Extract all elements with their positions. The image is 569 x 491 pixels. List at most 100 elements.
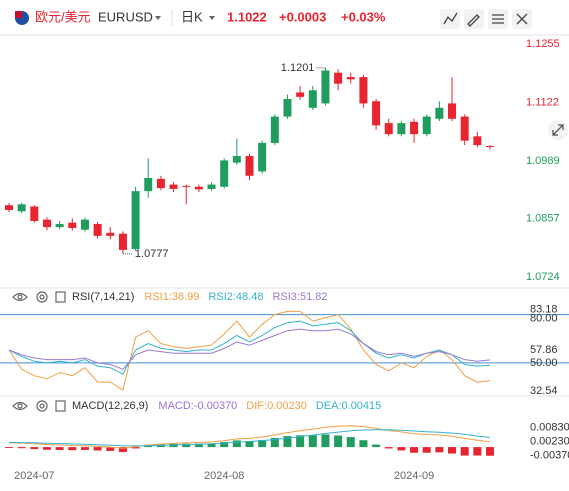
candle-body xyxy=(17,204,26,212)
legend-entry: DIF:0.00230 xyxy=(246,400,307,412)
histogram-bar xyxy=(245,441,254,448)
dropdown-icon[interactable] xyxy=(209,16,215,20)
draw-icon xyxy=(467,14,480,27)
histogram-bar xyxy=(55,447,64,450)
symbol[interactable]: EURUSD xyxy=(98,9,153,24)
histogram-bar xyxy=(321,434,330,448)
period[interactable]: 日K xyxy=(181,9,203,24)
indicator-line xyxy=(8,310,491,392)
candle-body xyxy=(42,219,51,228)
histogram-bar xyxy=(435,447,444,453)
candle-body xyxy=(422,116,431,135)
histogram-bar xyxy=(182,443,191,448)
candle-body xyxy=(182,185,191,187)
y-tick-label: 80.00 xyxy=(530,312,558,324)
candle-body xyxy=(207,184,216,189)
candle-body xyxy=(80,219,89,230)
draw-button[interactable] xyxy=(464,9,484,29)
indicator-line xyxy=(8,425,491,449)
x-tick-label: 2024-07 xyxy=(14,470,54,482)
expand-icon[interactable] xyxy=(55,400,66,412)
histogram-bar xyxy=(144,445,153,448)
candle-body xyxy=(410,121,419,135)
histogram-bar xyxy=(397,447,406,451)
y-tick-label: 1.0857 xyxy=(526,213,560,225)
visibility-icon[interactable] xyxy=(12,401,28,411)
candle-body xyxy=(245,156,254,176)
candle-body xyxy=(435,107,444,119)
settings-icon xyxy=(492,14,504,24)
histogram-bar xyxy=(118,447,127,453)
histogram-bar xyxy=(80,447,89,450)
legend-entry: DEA:0.00415 xyxy=(316,400,381,412)
last-price: 1.1022 xyxy=(227,9,267,24)
histogram-bar xyxy=(460,447,469,456)
histogram-bar xyxy=(410,447,419,453)
indicator-icon xyxy=(443,12,458,25)
histogram-bar xyxy=(194,443,203,448)
candle-body xyxy=(359,77,368,104)
candle-body xyxy=(30,206,39,221)
expand-icon[interactable] xyxy=(55,291,66,303)
indicator-title: RSI(7,14,21) xyxy=(72,291,134,303)
histogram-bar xyxy=(359,440,368,448)
y-tick-label: 83.18 xyxy=(530,303,558,315)
settings-icon[interactable] xyxy=(36,400,48,412)
close-icon xyxy=(516,13,528,25)
candle-body xyxy=(156,178,165,189)
indicator-line xyxy=(8,328,491,370)
candle-body xyxy=(220,160,229,187)
histogram-bar xyxy=(270,438,279,448)
header: 欧元/美元 EURUSD 日K 1.1022 +0.0003 +0.03% xyxy=(0,9,569,36)
histogram-bar xyxy=(346,437,355,448)
histogram-bar xyxy=(207,443,216,448)
histogram-bar xyxy=(17,447,26,449)
histogram-bar xyxy=(448,447,457,454)
histogram-bar xyxy=(422,447,431,453)
indicator-line xyxy=(8,429,491,447)
price-change-percent: +0.03% xyxy=(341,9,386,24)
visibility-icon[interactable] xyxy=(12,292,28,302)
x-tick-label: 2024-08 xyxy=(204,470,244,482)
candle-body xyxy=(68,222,77,228)
y-tick-label: 1.1122 xyxy=(526,96,559,108)
y-tick-label: 0.00230 xyxy=(530,436,569,448)
candle-body xyxy=(372,101,381,126)
histogram-bar xyxy=(372,444,381,448)
candle-body xyxy=(232,156,241,163)
high-annotation: 1.1201 xyxy=(281,62,315,74)
histogram-bar xyxy=(93,447,102,451)
candle-body xyxy=(169,184,178,189)
y-tick-label: 0.00830 xyxy=(530,422,569,434)
histogram-bar xyxy=(106,447,115,451)
legend-entry: RSI3:51.82 xyxy=(272,291,327,303)
candle-body xyxy=(486,145,494,147)
candle-body xyxy=(283,99,292,117)
dropdown-icon[interactable] xyxy=(155,16,161,20)
histogram-bar xyxy=(384,447,393,449)
indicator-line xyxy=(8,320,491,375)
candle-body xyxy=(334,72,343,84)
indicator-title: MACD(12,26,9) xyxy=(72,400,148,412)
candle-body xyxy=(308,90,317,108)
candle-body xyxy=(144,177,153,192)
histogram-bar xyxy=(334,435,343,448)
y-tick-label: 1.0989 xyxy=(526,155,560,167)
price-change: +0.0003 xyxy=(279,9,326,24)
candle-body xyxy=(397,123,406,135)
zoom-button[interactable] xyxy=(548,120,568,140)
settings-icon[interactable] xyxy=(36,291,48,303)
y-tick-label: 32.54 xyxy=(530,385,558,397)
histogram-bar xyxy=(473,447,482,456)
candle-body xyxy=(296,92,305,97)
toolbar xyxy=(440,9,532,29)
symbol-name[interactable]: 欧元/美元 xyxy=(35,9,91,24)
candle-body xyxy=(258,142,267,172)
legend-entry: RSI2:48.48 xyxy=(208,291,263,303)
histogram-bar xyxy=(308,435,317,448)
histogram-bar xyxy=(283,436,292,448)
y-tick-label: 1.0724 xyxy=(526,271,560,283)
legend-entry: RSI1:38.99 xyxy=(144,291,199,303)
